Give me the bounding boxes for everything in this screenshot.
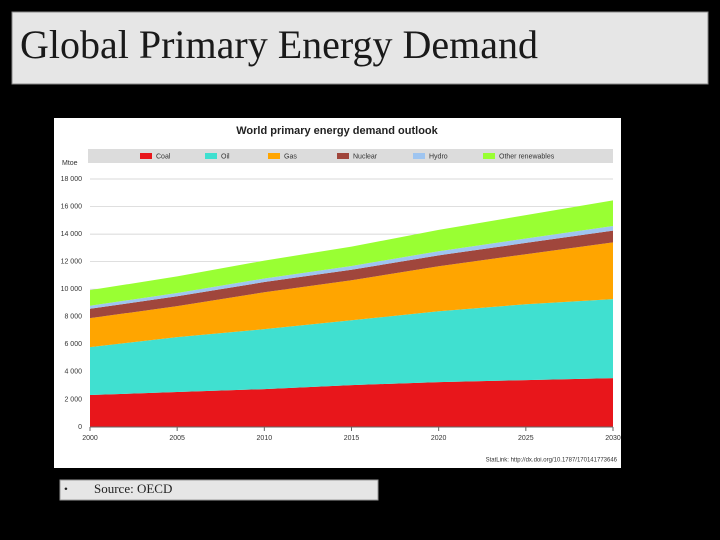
x-tick-label: 2025 — [518, 435, 534, 442]
y-tick-label: 12 000 — [61, 259, 83, 266]
legend-swatch — [413, 153, 425, 159]
area-0 — [90, 378, 613, 427]
y-tick-label: 16 000 — [61, 203, 83, 210]
x-tick-label: 2020 — [431, 435, 447, 442]
legend-label: Other renewables — [499, 153, 555, 160]
slide-title: Global Primary Energy Demand — [20, 22, 538, 67]
legend-swatch — [268, 153, 280, 159]
area-1 — [90, 299, 613, 396]
source-text: Source: OECD — [94, 481, 172, 496]
y-tick-label: 8 000 — [64, 314, 82, 321]
legend-label: Hydro — [429, 153, 448, 160]
legend-band — [88, 149, 613, 163]
y-axis-label: Mtoe — [62, 160, 78, 167]
x-tick-label: 2010 — [257, 435, 273, 442]
x-tick-label: 2000 — [82, 435, 98, 442]
area-4 — [90, 225, 613, 309]
bullet: • — [64, 484, 68, 496]
area-2 — [90, 242, 613, 348]
legend-label: Nuclear — [353, 153, 378, 160]
legend-swatch — [337, 153, 349, 159]
y-tick-label: 4 000 — [64, 369, 82, 376]
title-box — [11, 11, 709, 85]
y-tick-label: 6 000 — [64, 341, 82, 348]
y-tick-label: 2 000 — [64, 396, 82, 403]
x-tick-label: 2005 — [169, 435, 185, 442]
legend-swatch — [140, 153, 152, 159]
legend-swatch — [483, 153, 495, 159]
y-tick-label: 18 000 — [61, 176, 83, 183]
legend-label: Coal — [156, 153, 171, 160]
legend-label: Gas — [284, 153, 297, 160]
x-tick-label: 2015 — [344, 435, 360, 442]
area-3 — [90, 230, 613, 319]
statlink: StatLink: http://dx.doi.org/10.1787/1701… — [486, 458, 618, 464]
legend-swatch — [205, 153, 217, 159]
y-tick-label: 10 000 — [61, 286, 83, 293]
y-tick-label: 0 — [78, 424, 82, 431]
y-tick-label: 14 000 — [61, 231, 83, 238]
source-box — [59, 479, 379, 501]
x-tick-label: 2030 — [605, 435, 621, 442]
chart-title: World primary energy demand outlook — [236, 125, 438, 137]
area-5 — [90, 200, 613, 306]
legend-label: Oil — [221, 153, 230, 160]
